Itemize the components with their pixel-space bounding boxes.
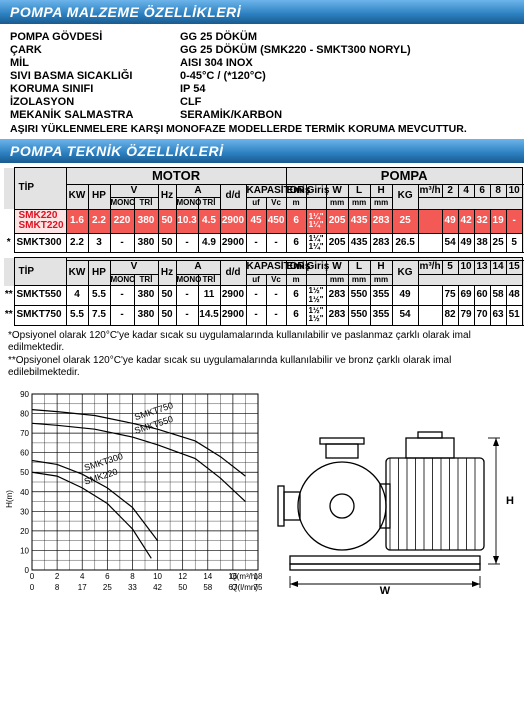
spec-value: GG 25 DÖKÜM (SMK220 - SMKT300 NORYL) bbox=[180, 44, 411, 56]
svg-text:8: 8 bbox=[55, 583, 60, 592]
svg-text:10: 10 bbox=[153, 572, 162, 581]
spec-label: MİL bbox=[10, 57, 180, 69]
svg-text:H(m): H(m) bbox=[5, 490, 14, 508]
footnotes: *Opsiyonel olarak 120°C'ye kadar sıcak s… bbox=[0, 326, 524, 382]
th-tip: TİP bbox=[14, 168, 66, 210]
th-motor: MOTOR bbox=[66, 168, 286, 185]
svg-text:20: 20 bbox=[20, 527, 29, 536]
spec-label: POMPA GÖVDESİ bbox=[10, 31, 180, 43]
table-row: * SMKT300 2.23-380 50-4.92900 --61¼"1¼" … bbox=[4, 233, 524, 253]
svg-text:33: 33 bbox=[128, 583, 137, 592]
tech-tables: TİPMOTOR POMPA KWHP VHzA d/dKAPASİTÖR Em… bbox=[0, 163, 524, 326]
spec-value: IP 54 bbox=[180, 83, 206, 95]
svg-text:10: 10 bbox=[20, 546, 29, 555]
th-pompa: POMPA bbox=[286, 168, 522, 185]
performance-chart: 0102030405060708090024681012141618081725… bbox=[4, 388, 262, 598]
svg-text:58: 58 bbox=[203, 583, 212, 592]
table-row: ** SMKT750 5.57.5-380 50-14.52900 --61½"… bbox=[4, 305, 524, 325]
svg-text:0: 0 bbox=[30, 572, 35, 581]
model-cell: SMKT300 bbox=[14, 233, 66, 253]
model-cell: SMKT550 bbox=[14, 286, 66, 306]
svg-text:6: 6 bbox=[105, 572, 110, 581]
svg-text:8: 8 bbox=[130, 572, 135, 581]
svg-text:W: W bbox=[380, 585, 391, 597]
spec-note: AŞIRI YÜKLENMELERE KARŞI MONOFAZE MODELL… bbox=[10, 123, 514, 135]
footnote-1: *Opsiyonel olarak 120°C'ye kadar sıcak s… bbox=[8, 330, 516, 355]
spec-row: ÇARKGG 25 DÖKÜM (SMK220 - SMKT300 NORYL) bbox=[10, 44, 514, 56]
spec-row: MİLAISI 304 INOX bbox=[10, 57, 514, 69]
svg-text:2: 2 bbox=[55, 572, 60, 581]
svg-text:0: 0 bbox=[30, 583, 35, 592]
svg-text:25: 25 bbox=[103, 583, 112, 592]
table-row: ** SMKT550 45.5-380 50-112900 --61½"1½" … bbox=[4, 286, 524, 306]
spec-value: AISI 304 INOX bbox=[180, 57, 253, 69]
spec-value: SERAMİK/KARBON bbox=[180, 109, 282, 121]
svg-text:Q(m³/h): Q(m³/h) bbox=[230, 572, 258, 581]
bottom-row: 0102030405060708090024681012141618081725… bbox=[0, 382, 524, 606]
spec-label: KORUMA SINIFI bbox=[10, 83, 180, 95]
spec-row: POMPA GÖVDESİGG 25 DÖKÜM bbox=[10, 31, 514, 43]
model-cell: SMK220SMKT220 bbox=[14, 209, 66, 233]
pump-diagram: WH bbox=[268, 388, 514, 598]
tech-table-1: TİPMOTOR POMPA KWHP VHzA d/dKAPASİTÖR Em… bbox=[4, 167, 524, 253]
spec-row: MEKANİK SALMASTRASERAMİK/KARBON bbox=[10, 109, 514, 121]
svg-text:14: 14 bbox=[203, 572, 212, 581]
svg-text:12: 12 bbox=[178, 572, 187, 581]
model-cell: SMKT750 bbox=[14, 305, 66, 325]
table-row: SMK220SMKT220 1.62.2220380 5010.34.52900… bbox=[4, 209, 524, 233]
spec-value: GG 25 DÖKÜM bbox=[180, 31, 257, 43]
spec-label: İZOLASYON bbox=[10, 96, 180, 108]
svg-text:42: 42 bbox=[153, 583, 162, 592]
section-tech-title: POMPA TEKNİK ÖZELLİKLERİ bbox=[0, 139, 524, 163]
th-tip: TİP bbox=[14, 258, 66, 286]
svg-text:30: 30 bbox=[20, 507, 29, 516]
svg-text:50: 50 bbox=[178, 583, 187, 592]
svg-text:80: 80 bbox=[20, 409, 29, 418]
svg-text:60: 60 bbox=[20, 448, 29, 457]
spec-label: SIVI BASMA SICAKLIĞI bbox=[10, 70, 180, 82]
tech-table-2: TİP KWHP VHzA d/dKAPASİTÖR EmişGirişWLH … bbox=[4, 257, 524, 325]
spec-label: MEKANİK SALMASTRA bbox=[10, 109, 180, 121]
spec-value: CLF bbox=[180, 96, 201, 108]
spec-row: İZOLASYONCLF bbox=[10, 96, 514, 108]
spec-value: 0-45°C / (*120°C) bbox=[180, 70, 266, 82]
svg-text:40: 40 bbox=[20, 488, 29, 497]
material-specs: POMPA GÖVDESİGG 25 DÖKÜMÇARKGG 25 DÖKÜM … bbox=[0, 24, 524, 139]
spec-row: KORUMA SINIFIIP 54 bbox=[10, 83, 514, 95]
svg-text:17: 17 bbox=[78, 583, 87, 592]
svg-text:H: H bbox=[506, 495, 514, 507]
svg-text:Q(l/mn): Q(l/mn) bbox=[231, 583, 258, 592]
svg-text:70: 70 bbox=[20, 429, 29, 438]
footnote-2: **Opsiyonel olarak 120°C'ye kadar sıcak … bbox=[8, 355, 516, 380]
spec-label: ÇARK bbox=[10, 44, 180, 56]
svg-text:50: 50 bbox=[20, 468, 29, 477]
svg-text:90: 90 bbox=[20, 390, 29, 399]
section-material-title: POMPA MALZEME ÖZELLİKLERİ bbox=[0, 0, 524, 24]
spec-row: SIVI BASMA SICAKLIĞI0-45°C / (*120°C) bbox=[10, 70, 514, 82]
svg-text:4: 4 bbox=[80, 572, 85, 581]
